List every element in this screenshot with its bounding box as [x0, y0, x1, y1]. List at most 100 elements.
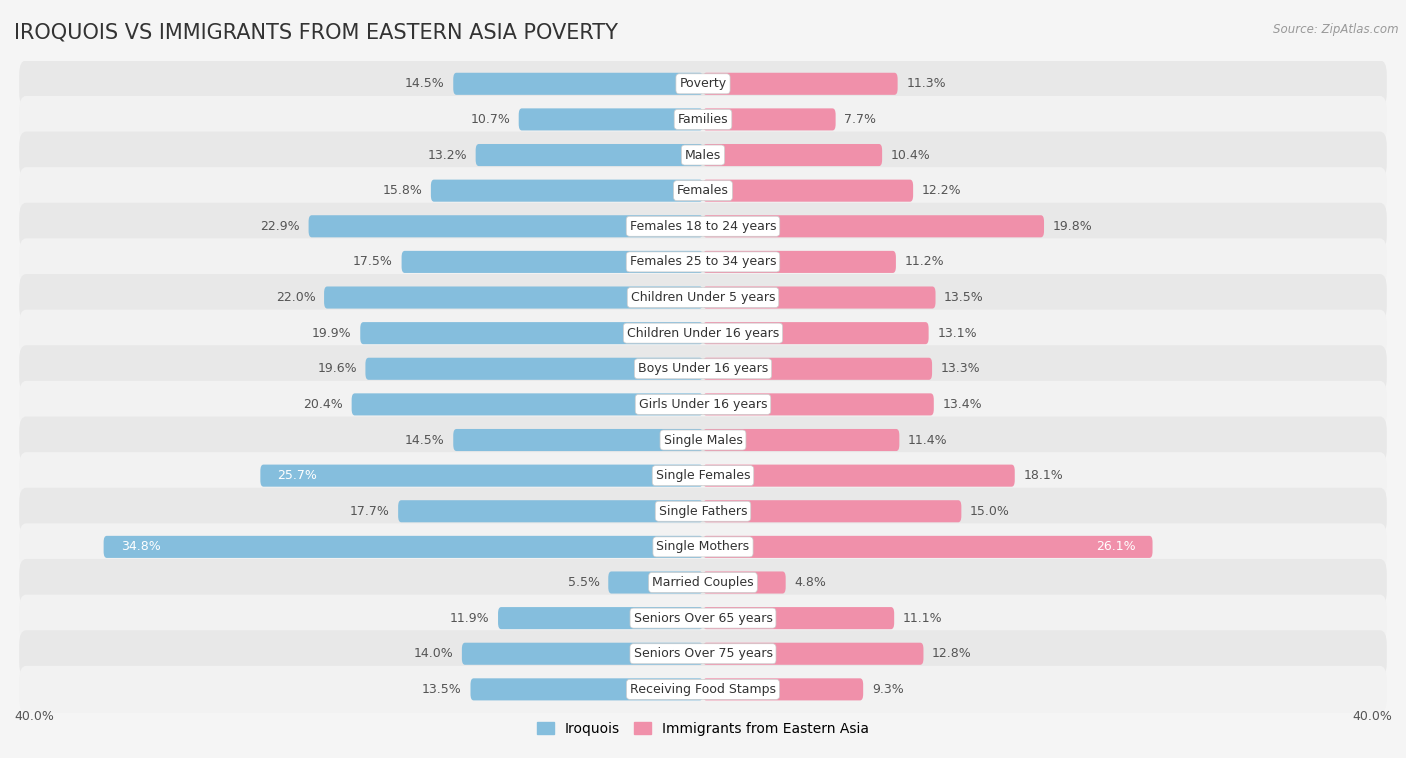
Text: 12.2%: 12.2%: [922, 184, 962, 197]
FancyBboxPatch shape: [703, 500, 962, 522]
Text: 10.7%: 10.7%: [470, 113, 510, 126]
FancyBboxPatch shape: [323, 287, 703, 309]
FancyBboxPatch shape: [609, 572, 703, 594]
FancyBboxPatch shape: [20, 594, 1386, 641]
FancyBboxPatch shape: [703, 144, 882, 166]
FancyBboxPatch shape: [461, 643, 703, 665]
FancyBboxPatch shape: [366, 358, 703, 380]
Legend: Iroquois, Immigrants from Eastern Asia: Iroquois, Immigrants from Eastern Asia: [531, 716, 875, 741]
Text: 22.9%: 22.9%: [260, 220, 299, 233]
Text: 5.5%: 5.5%: [568, 576, 599, 589]
FancyBboxPatch shape: [20, 132, 1386, 179]
FancyBboxPatch shape: [260, 465, 703, 487]
Text: Married Couples: Married Couples: [652, 576, 754, 589]
FancyBboxPatch shape: [402, 251, 703, 273]
Text: 13.3%: 13.3%: [941, 362, 980, 375]
FancyBboxPatch shape: [453, 73, 703, 95]
FancyBboxPatch shape: [20, 559, 1386, 606]
Text: Families: Families: [678, 113, 728, 126]
FancyBboxPatch shape: [20, 239, 1386, 286]
FancyBboxPatch shape: [703, 215, 1045, 237]
Text: Females 25 to 34 years: Females 25 to 34 years: [630, 255, 776, 268]
FancyBboxPatch shape: [703, 572, 786, 594]
FancyBboxPatch shape: [20, 487, 1386, 534]
Text: Females: Females: [678, 184, 728, 197]
Text: 9.3%: 9.3%: [872, 683, 904, 696]
Text: 11.9%: 11.9%: [450, 612, 489, 625]
FancyBboxPatch shape: [20, 666, 1386, 713]
Text: Single Mothers: Single Mothers: [657, 540, 749, 553]
FancyBboxPatch shape: [20, 523, 1386, 570]
FancyBboxPatch shape: [703, 393, 934, 415]
FancyBboxPatch shape: [703, 180, 912, 202]
FancyBboxPatch shape: [20, 96, 1386, 143]
FancyBboxPatch shape: [475, 144, 703, 166]
Text: 19.8%: 19.8%: [1053, 220, 1092, 233]
FancyBboxPatch shape: [703, 643, 924, 665]
Text: 15.0%: 15.0%: [970, 505, 1010, 518]
Text: Boys Under 16 years: Boys Under 16 years: [638, 362, 768, 375]
FancyBboxPatch shape: [703, 251, 896, 273]
Text: Seniors Over 65 years: Seniors Over 65 years: [634, 612, 772, 625]
Text: 14.0%: 14.0%: [413, 647, 453, 660]
Text: Males: Males: [685, 149, 721, 161]
FancyBboxPatch shape: [308, 215, 703, 237]
FancyBboxPatch shape: [20, 630, 1386, 677]
FancyBboxPatch shape: [20, 274, 1386, 321]
Text: 13.2%: 13.2%: [427, 149, 467, 161]
FancyBboxPatch shape: [519, 108, 703, 130]
FancyBboxPatch shape: [703, 429, 900, 451]
FancyBboxPatch shape: [703, 358, 932, 380]
FancyBboxPatch shape: [703, 108, 835, 130]
FancyBboxPatch shape: [703, 465, 1015, 487]
FancyBboxPatch shape: [20, 168, 1386, 215]
Text: Receiving Food Stamps: Receiving Food Stamps: [630, 683, 776, 696]
Text: 11.2%: 11.2%: [904, 255, 945, 268]
Text: 19.6%: 19.6%: [318, 362, 357, 375]
Text: IROQUOIS VS IMMIGRANTS FROM EASTERN ASIA POVERTY: IROQUOIS VS IMMIGRANTS FROM EASTERN ASIA…: [14, 23, 619, 42]
FancyBboxPatch shape: [20, 416, 1386, 464]
FancyBboxPatch shape: [498, 607, 703, 629]
FancyBboxPatch shape: [430, 180, 703, 202]
Text: Seniors Over 75 years: Seniors Over 75 years: [634, 647, 772, 660]
Text: Poverty: Poverty: [679, 77, 727, 90]
Text: 17.5%: 17.5%: [353, 255, 392, 268]
Text: 22.0%: 22.0%: [276, 291, 315, 304]
FancyBboxPatch shape: [703, 678, 863, 700]
FancyBboxPatch shape: [104, 536, 703, 558]
Text: Children Under 5 years: Children Under 5 years: [631, 291, 775, 304]
Text: 20.4%: 20.4%: [304, 398, 343, 411]
Text: Children Under 16 years: Children Under 16 years: [627, 327, 779, 340]
Text: Single Fathers: Single Fathers: [659, 505, 747, 518]
Text: 34.8%: 34.8%: [121, 540, 160, 553]
FancyBboxPatch shape: [20, 452, 1386, 500]
FancyBboxPatch shape: [20, 381, 1386, 428]
FancyBboxPatch shape: [360, 322, 703, 344]
Text: 13.5%: 13.5%: [945, 291, 984, 304]
Text: 14.5%: 14.5%: [405, 434, 444, 446]
FancyBboxPatch shape: [20, 309, 1386, 357]
Text: 11.3%: 11.3%: [907, 77, 946, 90]
Text: 13.5%: 13.5%: [422, 683, 461, 696]
Text: 7.7%: 7.7%: [844, 113, 876, 126]
Text: 14.5%: 14.5%: [405, 77, 444, 90]
Text: 15.8%: 15.8%: [382, 184, 422, 197]
Text: 10.4%: 10.4%: [891, 149, 931, 161]
FancyBboxPatch shape: [703, 607, 894, 629]
Text: Girls Under 16 years: Girls Under 16 years: [638, 398, 768, 411]
FancyBboxPatch shape: [703, 322, 928, 344]
Text: 12.8%: 12.8%: [932, 647, 972, 660]
FancyBboxPatch shape: [471, 678, 703, 700]
FancyBboxPatch shape: [20, 203, 1386, 250]
Text: 11.4%: 11.4%: [908, 434, 948, 446]
Text: 40.0%: 40.0%: [1353, 710, 1392, 723]
Text: Single Females: Single Females: [655, 469, 751, 482]
FancyBboxPatch shape: [703, 73, 897, 95]
Text: Females 18 to 24 years: Females 18 to 24 years: [630, 220, 776, 233]
Text: 18.1%: 18.1%: [1024, 469, 1063, 482]
Text: 13.4%: 13.4%: [942, 398, 981, 411]
Text: Single Males: Single Males: [664, 434, 742, 446]
Text: Source: ZipAtlas.com: Source: ZipAtlas.com: [1274, 23, 1399, 36]
Text: 13.1%: 13.1%: [938, 327, 977, 340]
Text: 25.7%: 25.7%: [277, 469, 318, 482]
